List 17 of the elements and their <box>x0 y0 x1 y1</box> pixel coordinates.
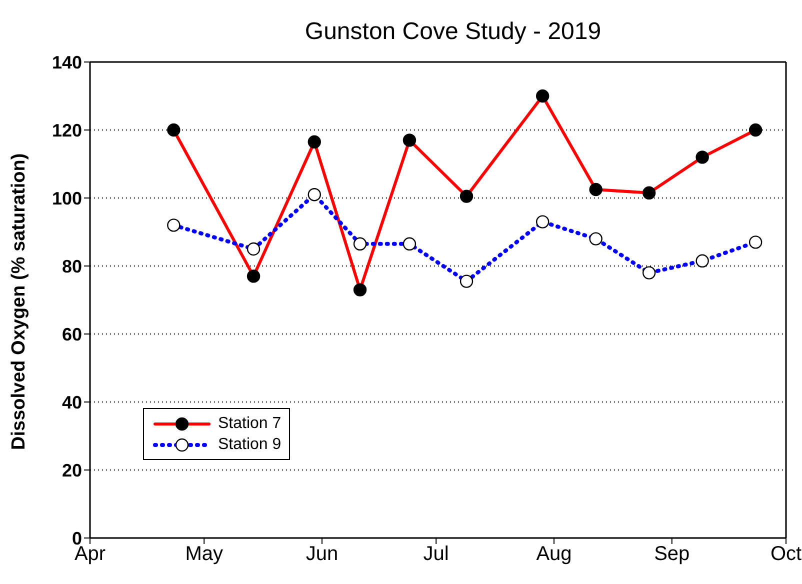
x-tick-label: Sep <box>654 543 690 566</box>
y-tick-label: 20 <box>62 460 82 480</box>
y-tick-label: 80 <box>62 256 82 276</box>
legend-label: Station 9 <box>218 436 282 454</box>
y-axis-title: Dissolved Oxygen (% saturation) <box>8 153 30 450</box>
chart-title: Gunston Cove Study - 2019 <box>304 18 602 46</box>
x-tick-label: Jul <box>423 543 449 566</box>
y-tick-label: 60 <box>62 324 82 344</box>
x-tick-label: Jun <box>306 543 338 566</box>
x-tick-label: May <box>185 543 223 566</box>
y-tick-label: 120 <box>52 120 82 140</box>
x-tick-label: Oct <box>770 543 802 566</box>
legend-label: Station 7 <box>218 414 282 432</box>
y-tick-label: 140 <box>52 52 82 72</box>
x-tick-label: Aug <box>536 543 572 566</box>
y-tick-label: 100 <box>52 188 82 208</box>
y-tick-label: 40 <box>62 392 82 412</box>
